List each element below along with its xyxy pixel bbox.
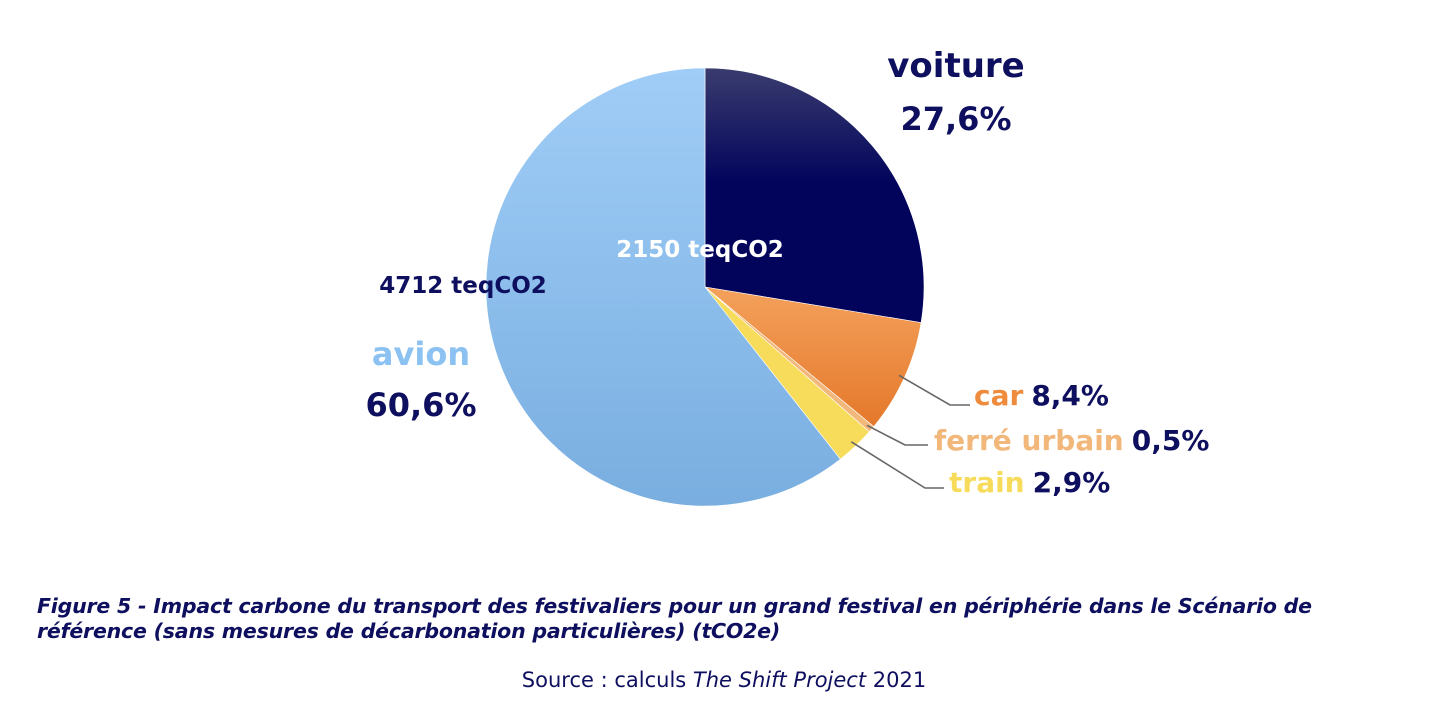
pie-chart: voiture 27,6% 2150 teqCO2 4712 teqCO2 av… [365, 46, 1209, 507]
slice-voiture [704, 67, 925, 323]
caption-line-1: Figure 5 - Impact carbone du transport d… [37, 594, 1312, 618]
label-ferre-pct: 0,5% [1132, 424, 1210, 457]
label-train-name: train [949, 466, 1025, 499]
annotation-inside: 2150 teqCO2 [616, 237, 784, 263]
label-train: train 2,9% [949, 466, 1110, 499]
label-train-pct: 2,9% [1033, 466, 1111, 499]
leader-line-ferr--urbain [866, 424, 928, 446]
figure-caption: Figure 5 - Impact carbone du transport d… [37, 594, 1417, 644]
source-prefix: Source : calculs [521, 668, 693, 692]
slice-avion [485, 67, 841, 507]
label-car-pct: 8,4% [1031, 379, 1109, 412]
label-car-name: car [974, 379, 1023, 412]
leader-line-train [850, 441, 944, 489]
label-voiture: voiture [887, 46, 1024, 86]
annotation-outside: 4712 teqCO2 [379, 273, 547, 299]
source-italic: The Shift Project [692, 668, 867, 692]
value-avion: 60,6% [365, 386, 476, 424]
source-suffix: 2021 [866, 668, 927, 692]
leader-line-car [898, 374, 970, 406]
label-ferre-name: ferré urbain [934, 424, 1124, 457]
value-voiture: 27,6% [900, 100, 1011, 138]
label-avion: avion [372, 335, 470, 373]
source-line: Source : calculs The Shift Project 2021 [0, 668, 1448, 692]
label-car: car 8,4% [974, 379, 1109, 412]
label-ferre: ferré urbain 0,5% [934, 424, 1209, 457]
caption-line-2: référence (sans mesures de décarbonation… [37, 619, 781, 643]
